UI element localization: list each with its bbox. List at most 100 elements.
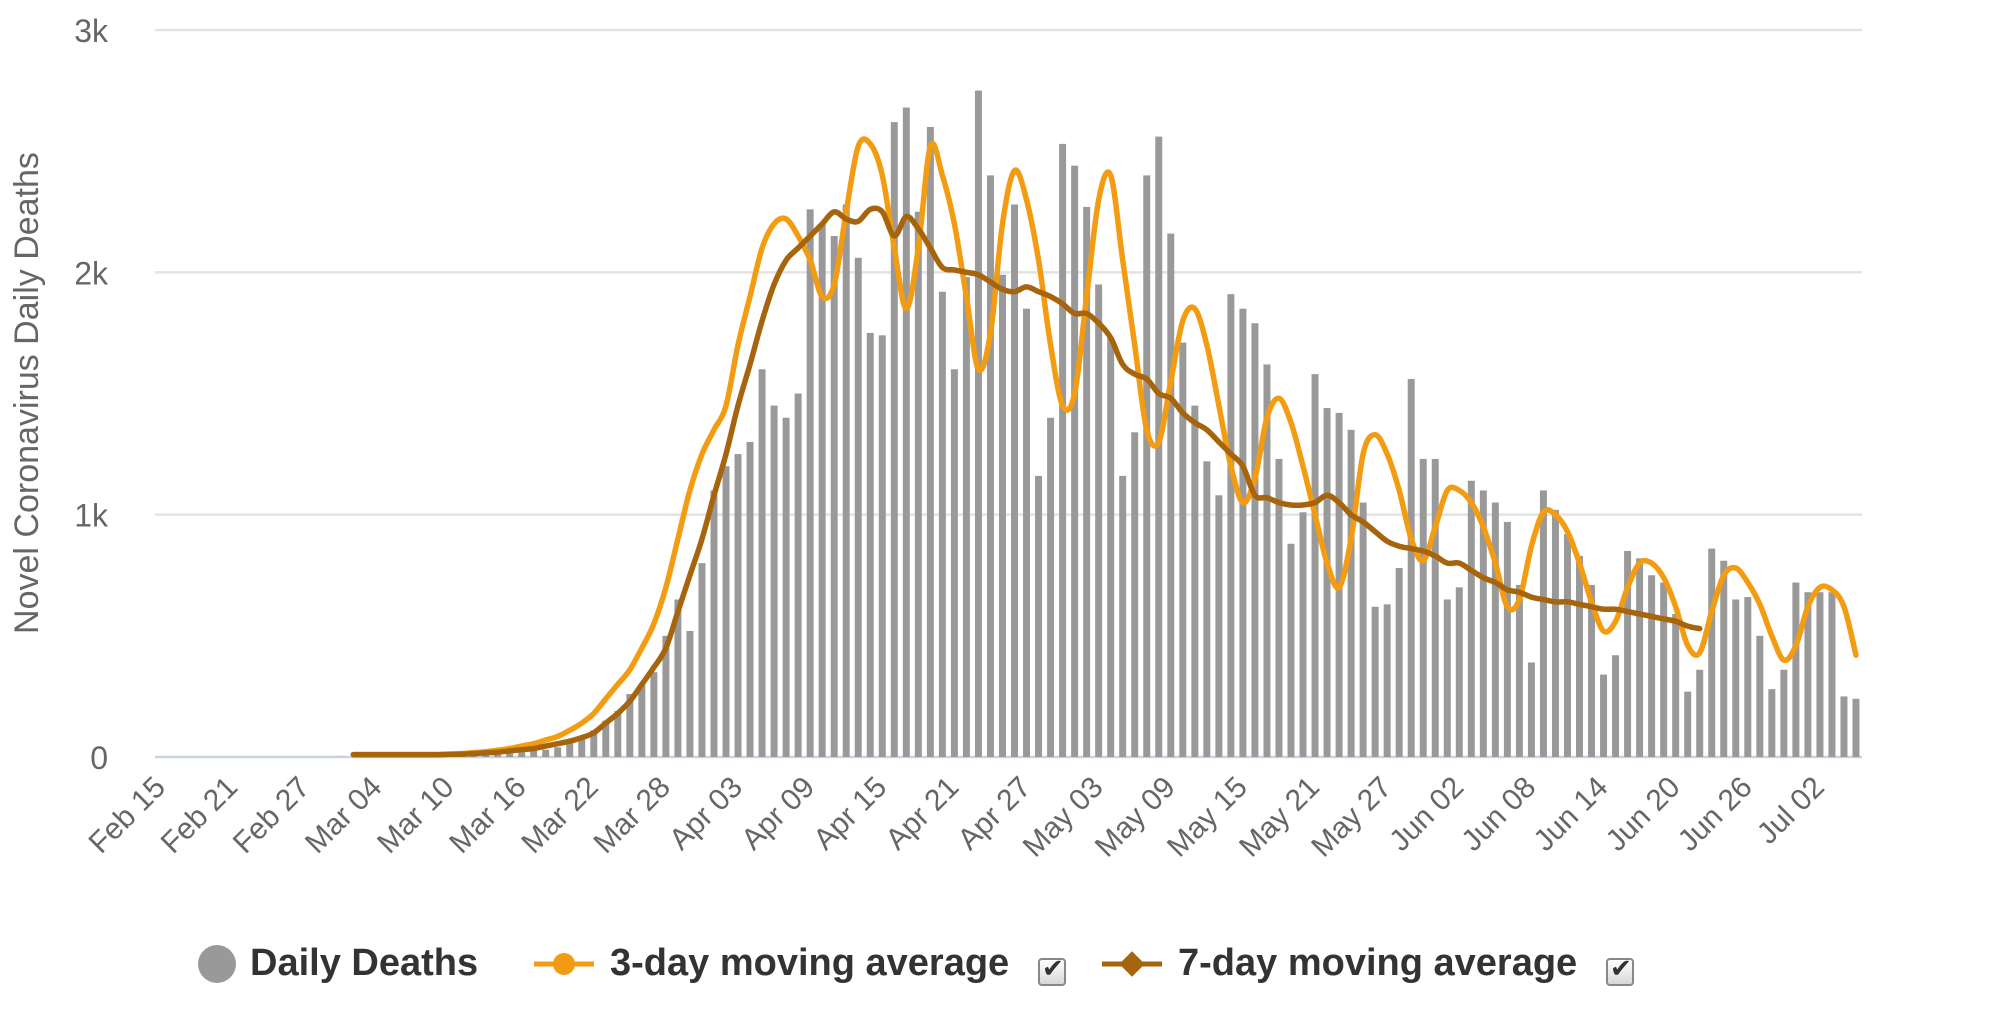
bar-daily-deaths[interactable] [902, 107, 910, 757]
bar-daily-deaths[interactable] [1768, 689, 1776, 757]
bar-daily-deaths[interactable] [999, 274, 1006, 757]
bar-daily-deaths[interactable] [1299, 512, 1307, 757]
bar-daily-deaths[interactable] [746, 441, 754, 757]
bar-daily-deaths[interactable] [530, 750, 538, 757]
bar-daily-deaths[interactable] [1203, 461, 1211, 757]
bar-daily-deaths[interactable] [1407, 378, 1415, 757]
bar-daily-deaths[interactable] [494, 754, 502, 757]
bar-daily-deaths[interactable] [1696, 669, 1704, 757]
bar-daily-deaths[interactable] [1708, 548, 1716, 757]
bar-daily-deaths[interactable] [1083, 206, 1091, 758]
bar-daily-deaths[interactable] [506, 753, 514, 757]
bar-daily-deaths[interactable] [1107, 337, 1115, 757]
bar-daily-deaths[interactable] [1720, 560, 1728, 757]
bar-daily-deaths[interactable] [1503, 521, 1511, 757]
bar-daily-deaths[interactable] [914, 211, 922, 757]
bar-daily-deaths[interactable] [686, 630, 694, 757]
bar-daily-deaths[interactable] [1275, 458, 1283, 757]
bar-daily-deaths[interactable] [926, 126, 934, 757]
bar-daily-deaths[interactable] [1311, 374, 1319, 757]
bar-daily-deaths[interactable] [1383, 604, 1391, 757]
bar-daily-deaths[interactable] [1347, 429, 1355, 757]
bar-daily-deaths[interactable] [1395, 567, 1403, 757]
bar-daily-deaths[interactable] [758, 369, 766, 757]
bar-daily-deaths[interactable] [1215, 495, 1223, 757]
bar-daily-deaths[interactable] [1179, 342, 1187, 757]
bar-daily-deaths[interactable] [1131, 432, 1139, 757]
bar-daily-deaths[interactable] [1732, 599, 1740, 757]
bar-daily-deaths[interactable] [626, 693, 634, 757]
bar-daily-deaths[interactable] [1035, 475, 1043, 757]
bar-daily-deaths[interactable] [1119, 475, 1127, 757]
bar-daily-deaths[interactable] [1479, 490, 1487, 757]
bar-daily-deaths[interactable] [566, 742, 574, 757]
bar-daily-deaths[interactable] [1840, 696, 1848, 757]
bar-daily-deaths[interactable] [1263, 364, 1271, 757]
bar-daily-deaths[interactable] [794, 393, 802, 758]
bar-daily-deaths[interactable] [1323, 408, 1331, 757]
bar-daily-deaths[interactable] [1600, 674, 1608, 757]
bar-daily-deaths[interactable] [1059, 143, 1067, 757]
toggle-3-day-checkbox[interactable]: ✔ [1038, 954, 1066, 986]
bar-daily-deaths[interactable] [1792, 582, 1800, 757]
bar-daily-deaths[interactable] [650, 672, 658, 757]
bar-daily-deaths[interactable] [1359, 502, 1367, 757]
bar-daily-deaths[interactable] [614, 710, 622, 757]
bar-daily-deaths[interactable] [1804, 592, 1812, 757]
bar-daily-deaths[interactable] [974, 90, 982, 758]
bar-daily-deaths[interactable] [710, 490, 718, 757]
bar-daily-deaths[interactable] [830, 235, 838, 757]
bar-daily-deaths[interactable] [554, 747, 562, 757]
bar-daily-deaths[interactable] [722, 466, 730, 757]
bar-daily-deaths[interactable] [1071, 165, 1079, 757]
bar-daily-deaths[interactable] [1684, 691, 1692, 757]
bar-daily-deaths[interactable] [1143, 175, 1151, 757]
bar-daily-deaths[interactable] [986, 175, 994, 757]
bar-daily-deaths[interactable] [1455, 587, 1463, 757]
line-7-day-moving-average[interactable] [350, 205, 1703, 758]
bar-daily-deaths[interactable] [1167, 233, 1175, 757]
bar-daily-deaths[interactable] [662, 635, 670, 757]
bar-daily-deaths[interactable] [1371, 606, 1379, 757]
bar-daily-deaths[interactable] [1551, 509, 1559, 757]
bar-daily-deaths[interactable] [1828, 592, 1836, 757]
bar-daily-deaths[interactable] [698, 563, 706, 757]
bar-daily-deaths[interactable] [890, 122, 898, 757]
bar-daily-deaths[interactable] [1251, 323, 1259, 757]
legend-item-3-day-average[interactable]: 3-day moving average [532, 942, 1009, 985]
bar-daily-deaths[interactable] [1527, 662, 1535, 757]
bar-daily-deaths[interactable] [1227, 294, 1235, 757]
bar-daily-deaths[interactable] [1191, 405, 1199, 757]
bar-daily-deaths[interactable] [842, 204, 850, 758]
legend-item-daily-deaths[interactable]: Daily Deaths [198, 942, 478, 985]
bar-daily-deaths[interactable] [482, 754, 490, 757]
bar-daily-deaths[interactable] [1588, 584, 1596, 757]
bar-daily-deaths[interactable] [1539, 490, 1547, 757]
bar-daily-deaths[interactable] [854, 257, 862, 757]
bar-daily-deaths[interactable] [1756, 635, 1764, 757]
bar-daily-deaths[interactable] [866, 332, 874, 757]
bar-daily-deaths[interactable] [950, 369, 958, 757]
bar-daily-deaths[interactable] [1624, 551, 1632, 757]
bar-daily-deaths[interactable] [578, 737, 586, 757]
bar-daily-deaths[interactable] [734, 454, 742, 757]
bar-daily-deaths[interactable] [806, 209, 814, 757]
bar-daily-deaths[interactable] [1431, 458, 1439, 757]
bar-daily-deaths[interactable] [590, 730, 598, 757]
bar-daily-deaths[interactable] [818, 223, 826, 757]
bar-daily-deaths[interactable] [638, 684, 646, 757]
bar-daily-deaths[interactable] [1576, 555, 1583, 757]
bar-daily-deaths[interactable] [1852, 698, 1860, 757]
bar-daily-deaths[interactable] [1636, 558, 1644, 757]
bar-daily-deaths[interactable] [782, 417, 790, 757]
bar-daily-deaths[interactable] [938, 291, 946, 757]
bar-daily-deaths[interactable] [770, 405, 778, 757]
bar-daily-deaths[interactable] [1287, 543, 1295, 757]
bar-daily-deaths[interactable] [518, 752, 526, 757]
bar-daily-deaths[interactable] [542, 749, 550, 757]
bar-daily-deaths[interactable] [1239, 308, 1247, 757]
bar-daily-deaths[interactable] [1095, 284, 1103, 757]
bar-daily-deaths[interactable] [962, 277, 970, 757]
bar-daily-deaths[interactable] [602, 720, 610, 757]
bar-daily-deaths[interactable] [1491, 502, 1499, 757]
